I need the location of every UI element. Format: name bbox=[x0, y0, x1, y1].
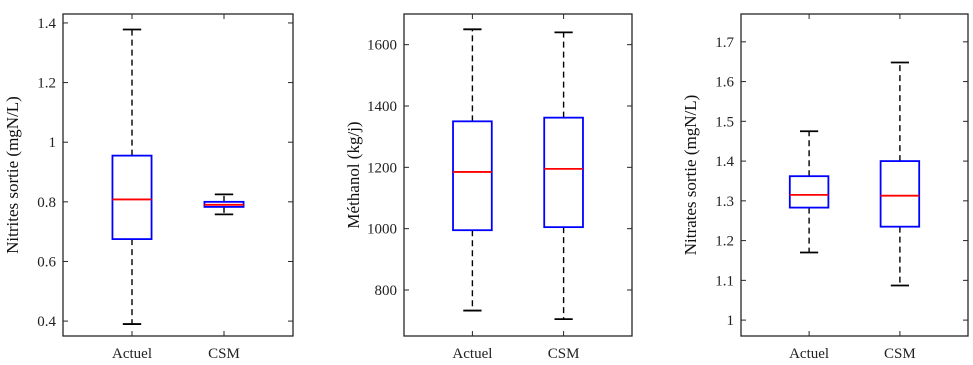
box-actuel bbox=[788, 130, 830, 254]
y-tick-label: 1.3 bbox=[715, 194, 734, 210]
axes-frame bbox=[403, 13, 633, 337]
box-actuel bbox=[111, 28, 153, 325]
axes-frame bbox=[62, 13, 294, 337]
y-tick-label: 1 bbox=[49, 135, 57, 151]
iqr-box bbox=[111, 154, 153, 241]
y-tick-label: 1000 bbox=[367, 222, 397, 238]
y-tick-label: 1200 bbox=[367, 160, 397, 176]
y-tick-label: 0.6 bbox=[37, 254, 56, 270]
chart-panel-3: 1 1.1 1.2 1.3 1.4 1.5 1.6 1.7 Actuel CSM Nitrates … bbox=[681, 13, 969, 362]
axes-frame bbox=[740, 13, 969, 337]
y-axis-label: Méthanol (kg/j) bbox=[344, 121, 363, 228]
iqr-box bbox=[788, 175, 830, 209]
x-category-label: Actuel bbox=[789, 346, 829, 362]
y-tick-label: 1.4 bbox=[37, 16, 56, 32]
iqr-box bbox=[452, 120, 493, 232]
box-csm bbox=[543, 31, 584, 321]
x-category-label: Actuel bbox=[112, 346, 152, 362]
y-tick-label: 1.6 bbox=[715, 75, 734, 91]
y-tick-label: 1.1 bbox=[715, 273, 734, 289]
y-tick-label: 1 bbox=[727, 313, 735, 329]
x-category-label: CSM bbox=[884, 346, 916, 362]
iqr-box bbox=[879, 160, 921, 228]
y-tick-label: 1.7 bbox=[715, 35, 734, 51]
box-csm bbox=[879, 61, 921, 287]
box-actuel bbox=[452, 28, 493, 312]
y-axis-label: Nitrites sortie (mgN/L) bbox=[3, 96, 22, 254]
y-tick-label: 1600 bbox=[367, 38, 397, 54]
box-csm bbox=[203, 193, 245, 216]
x-category-label: Actuel bbox=[452, 346, 492, 362]
chart-panel-2: 800 1000 1200 1400 1600 Actuel CSM Méthanol (kg… bbox=[344, 13, 633, 362]
y-tick-label: 1.4 bbox=[715, 154, 734, 170]
y-tick-label: 800 bbox=[375, 283, 398, 299]
iqr-box bbox=[543, 116, 584, 229]
y-axis-label: Nitrates sortie (mgN/L) bbox=[681, 95, 700, 256]
chart-panel-1: 0.4 0.6 0.8 1 1.2 1.4 Actuel CSM Nitrites sortie… bbox=[3, 13, 294, 362]
y-tick-label: 1400 bbox=[367, 99, 397, 115]
y-tick-label: 1.2 bbox=[715, 234, 734, 250]
y-tick-label: 0.4 bbox=[37, 314, 56, 330]
x-category-label: CSM bbox=[208, 346, 240, 362]
x-category-label: CSM bbox=[548, 346, 580, 362]
y-tick-label: 0.8 bbox=[37, 195, 56, 211]
y-tick-label: 1.5 bbox=[715, 114, 734, 130]
y-tick-label: 1.2 bbox=[37, 76, 56, 92]
